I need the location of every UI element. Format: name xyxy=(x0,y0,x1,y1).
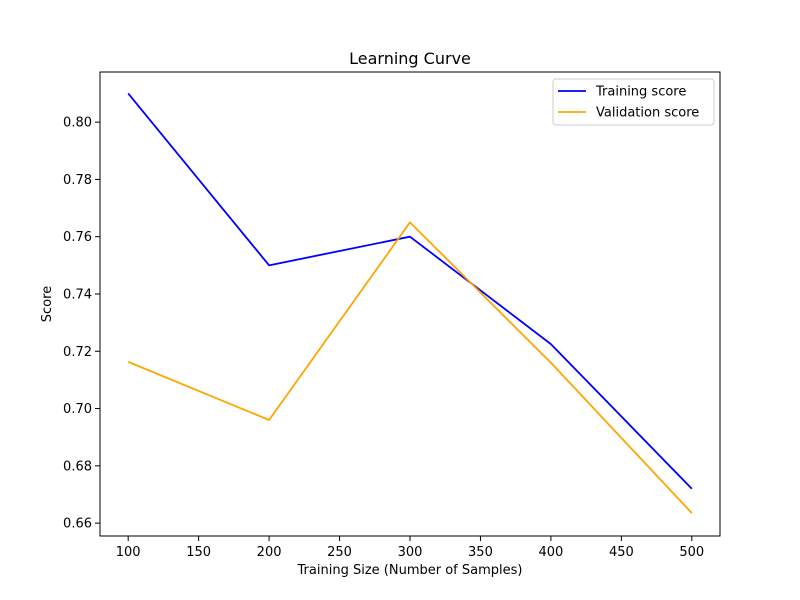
legend-label-training: Training score xyxy=(595,85,686,100)
y-axis-label: Score xyxy=(40,286,55,322)
legend-box xyxy=(552,78,715,126)
y-tick-label: 0.68 xyxy=(63,459,92,474)
x-tick-label: 250 xyxy=(327,545,352,560)
x-tick-label: 350 xyxy=(468,545,493,560)
x-tick-label: 400 xyxy=(538,545,563,560)
y-tick-label: 0.80 xyxy=(63,116,92,131)
y-tick-label: 0.78 xyxy=(63,173,92,188)
y-tick-label: 0.70 xyxy=(63,402,92,417)
x-tick-label: 500 xyxy=(679,545,704,560)
plot-frame xyxy=(99,71,721,537)
x-axis-label: Training Size (Number of Samples) xyxy=(297,563,523,578)
x-tick-label: 200 xyxy=(257,545,282,560)
x-tick-label: 300 xyxy=(398,545,423,560)
y-tick-label: 0.72 xyxy=(63,345,92,360)
plot-area: 100 150 200 250 300 350 400 450 500 0.66 0.68 0.70 0… xyxy=(63,71,721,560)
chart-title: Learning Curve xyxy=(349,49,471,68)
y-tick-label: 0.66 xyxy=(63,517,92,532)
series-line-validation xyxy=(127,221,693,514)
y-tick-label: 0.76 xyxy=(63,230,92,245)
x-tick-label: 150 xyxy=(186,545,211,560)
legend-label-validation: Validation score xyxy=(596,106,699,121)
series-line-training xyxy=(127,92,693,490)
x-tick-label: 450 xyxy=(609,545,634,560)
y-tick-label: 0.74 xyxy=(63,287,92,302)
x-tick-label: 100 xyxy=(116,545,141,560)
